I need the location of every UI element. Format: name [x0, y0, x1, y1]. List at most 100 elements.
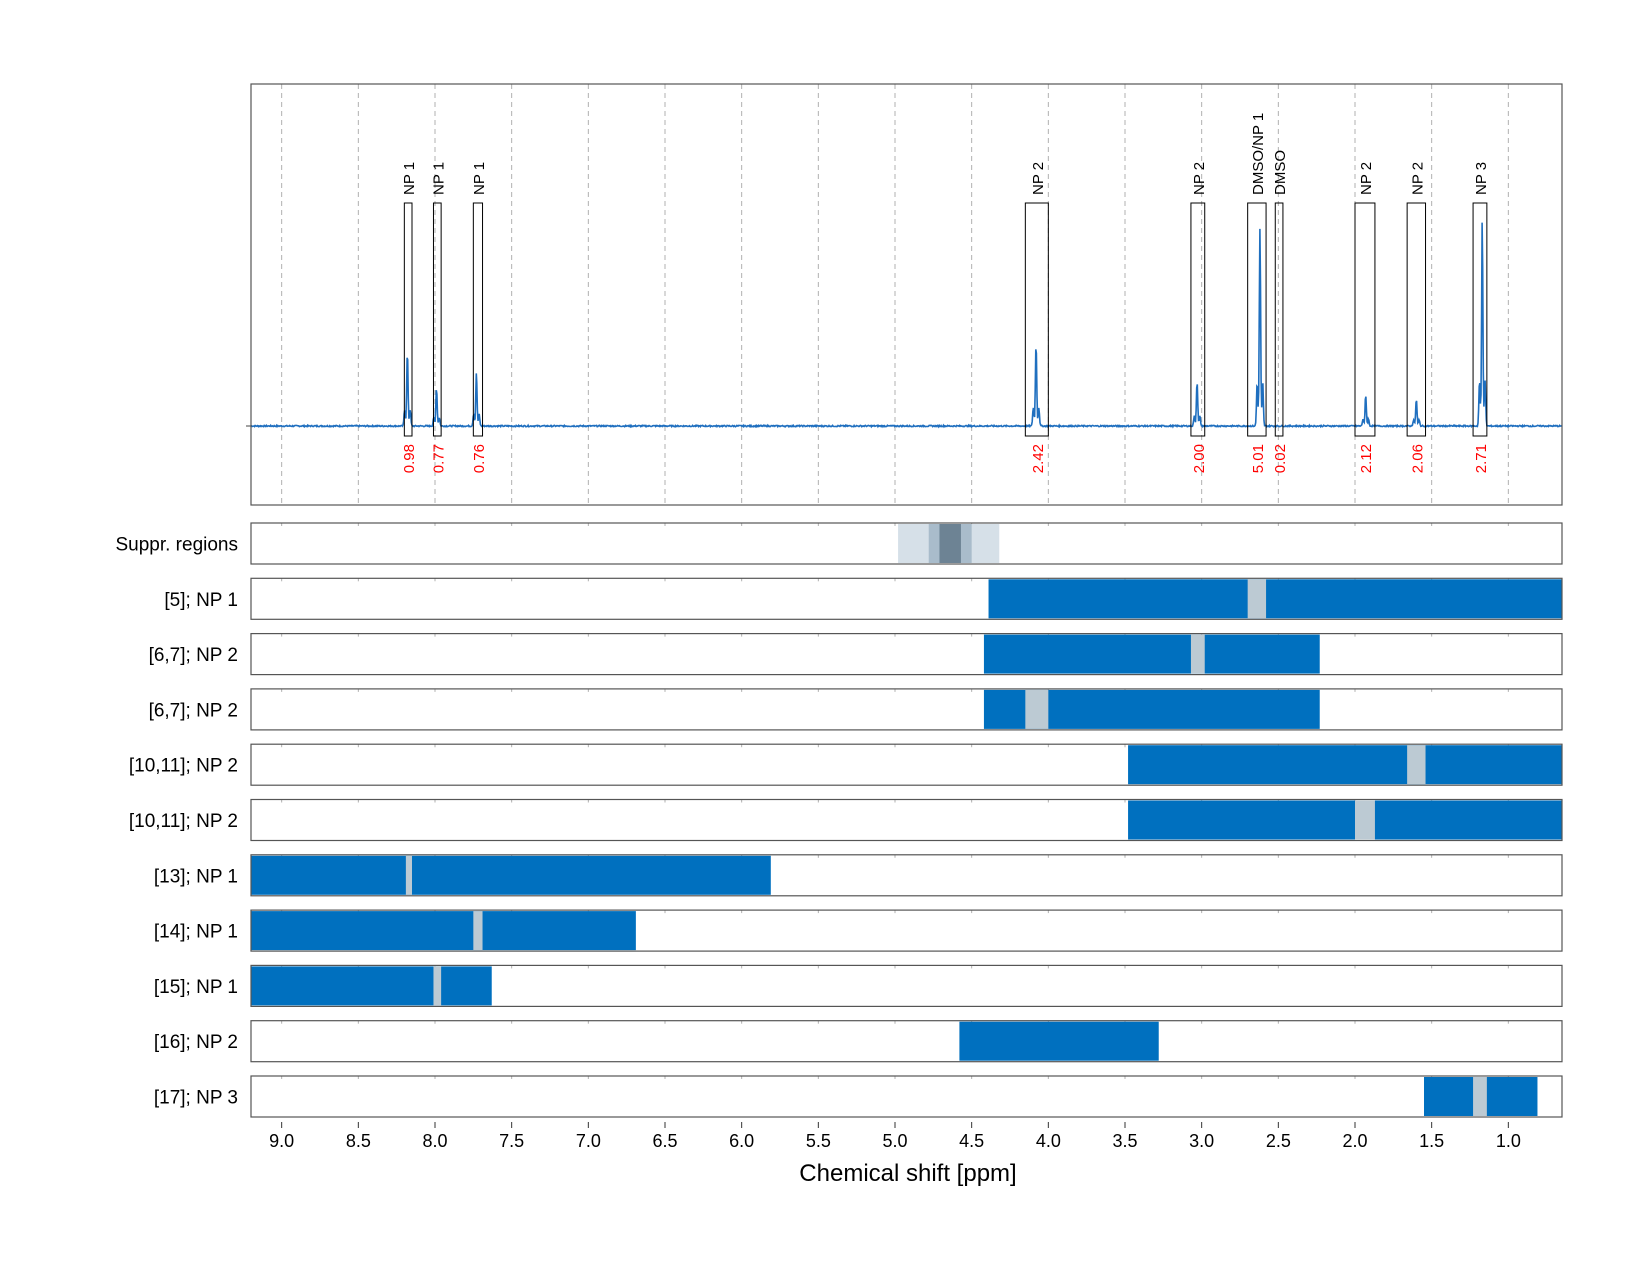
integration-box	[403, 202, 413, 437]
x-tick-label: 8.5	[346, 1131, 371, 1151]
track-bar	[959, 1021, 1159, 1061]
integration-box	[432, 202, 442, 437]
track-bar	[251, 855, 771, 895]
track-frame	[250, 798, 1563, 842]
track-mark	[473, 911, 483, 951]
track-row: [14]; NP 1	[154, 909, 1563, 952]
integration-region: NP 2 2.06	[1406, 162, 1427, 473]
region-label: DMSO/NP 1	[1250, 113, 1267, 195]
track-frame	[250, 1075, 1563, 1118]
x-tick-label: 1.0	[1496, 1131, 1521, 1151]
x-tick-label: 3.0	[1189, 1131, 1214, 1151]
spectrum-line	[250, 222, 1563, 429]
integration-region: NP 3 2.71	[1472, 162, 1490, 473]
region-label: NP 2	[1030, 162, 1047, 195]
integration-region: NP 1 0.77	[430, 162, 447, 473]
track-row: [6,7]; NP 2	[149, 632, 1563, 676]
x-tick-label: 8.0	[422, 1131, 447, 1151]
track-frame	[250, 522, 1563, 565]
track-frame	[250, 964, 1563, 1008]
track-bar	[983, 634, 1320, 674]
track-row: [5]; NP 1	[164, 577, 1563, 620]
track-row: [16]; NP 2	[154, 1020, 1563, 1063]
integration-box	[1472, 202, 1488, 437]
integral-value: 2.71	[1473, 444, 1490, 473]
integral-value: 0.02	[1272, 444, 1289, 473]
integration-region: DMSO 0.02	[1272, 150, 1289, 473]
track-frame	[250, 854, 1563, 897]
track-mark	[1190, 634, 1205, 674]
track-label: [14]; NP 1	[154, 922, 238, 943]
x-tick-label: 5.0	[882, 1131, 907, 1151]
track-frame	[250, 688, 1563, 731]
track-mark	[1247, 579, 1267, 619]
integration-box	[1406, 202, 1427, 437]
integration-region: NP 2 2.00	[1190, 162, 1208, 473]
integral-value: 2.06	[1409, 444, 1426, 473]
track-label: [5]; NP 1	[164, 590, 238, 611]
x-axis: 9.0 8.5 8.0 7.5 7.0 6.5 6.0 5.5 5.0 4.5 4.0 3.5 3.0 2…	[269, 1122, 1521, 1151]
integration-region: DMSO/NP 1 5.01	[1247, 113, 1267, 473]
track-label: [13]; NP 1	[154, 866, 238, 887]
integration-box	[1024, 202, 1049, 437]
track-mark	[1407, 745, 1426, 785]
region-label: NP 1	[401, 162, 418, 195]
integral-value: 5.01	[1250, 444, 1267, 473]
integration-region: NP 2 2.42	[1024, 162, 1049, 473]
track-frame	[250, 909, 1563, 952]
track-mark	[1025, 689, 1049, 729]
track-label: [16]; NP 2	[154, 1032, 238, 1053]
suppression-row: Suppr. regions	[115, 522, 1563, 565]
track-mark	[433, 966, 442, 1006]
x-tick-label: 2.5	[1266, 1131, 1291, 1151]
x-tick-label: 2.0	[1342, 1131, 1367, 1151]
x-tick-label: 7.5	[499, 1131, 524, 1151]
region-label: NP 2	[1409, 162, 1426, 195]
integral-value: 2.42	[1030, 444, 1047, 473]
track-bar	[1128, 745, 1562, 785]
x-tick-label: 3.5	[1112, 1131, 1137, 1151]
x-tick-label: 1.5	[1419, 1131, 1444, 1151]
track-frame	[250, 1020, 1563, 1063]
x-tick-label: 4.0	[1036, 1131, 1061, 1151]
integration-region: NP 2 2.12	[1354, 162, 1376, 473]
track-bar	[251, 966, 492, 1006]
x-tick-label: 5.5	[806, 1131, 831, 1151]
track-mark	[405, 855, 412, 895]
integral-value: 2.12	[1358, 444, 1375, 473]
region-label: NP 1	[430, 162, 447, 195]
track-row: [17]; NP 3	[154, 1075, 1563, 1118]
x-axis-label: Chemical shift [ppm]	[799, 1160, 1016, 1187]
integration-box	[1190, 202, 1206, 437]
region-label: NP 1	[471, 162, 488, 195]
track-bar	[988, 579, 1562, 619]
track-label: [6,7]; NP 2	[149, 700, 238, 721]
track-frame	[250, 743, 1563, 786]
track-label: [17]; NP 3	[154, 1088, 238, 1109]
integration-box	[1274, 202, 1284, 437]
integral-value: 0.77	[430, 444, 447, 473]
track-mark	[1355, 800, 1375, 840]
track-bar	[1128, 800, 1562, 840]
integration-box	[1247, 202, 1267, 437]
spectrum-panel: NP 1 0.98 NP 1 0.77 NP 1 0.76 NP 2 2.42 NP 2 2.00…	[246, 83, 1563, 506]
track-frame	[250, 577, 1563, 620]
track-frame	[250, 632, 1563, 676]
track-bar	[251, 911, 636, 951]
x-tick-label: 4.5	[959, 1131, 984, 1151]
integral-value: 2.00	[1191, 444, 1208, 473]
x-tick-label: 7.0	[576, 1131, 601, 1151]
region-label: DMSO	[1272, 150, 1289, 195]
x-tick-label: 9.0	[269, 1131, 294, 1151]
track-label: [10,11]; NP 2	[129, 756, 238, 777]
track-row: [10,11]; NP 2	[129, 798, 1563, 842]
x-tick-label: 6.0	[729, 1131, 754, 1151]
track-label: [15]; NP 1	[154, 977, 238, 998]
track-row: [13]; NP 1	[154, 854, 1563, 897]
suppression-band	[939, 524, 961, 563]
integral-value: 0.76	[471, 444, 488, 473]
integration-region: NP 1 0.98	[401, 162, 418, 473]
integral-value: 0.98	[401, 444, 418, 473]
track-panels: Suppr. regions [5]; NP 1 [6,7]; NP 2 [6,7];…	[115, 522, 1563, 1118]
